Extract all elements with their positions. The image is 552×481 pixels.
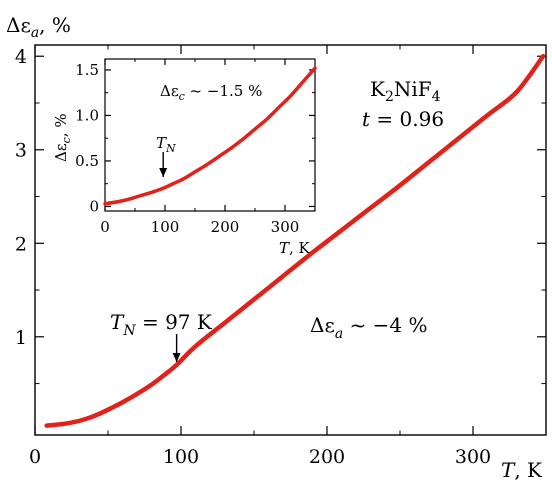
x-tick-label: 300: [271, 218, 300, 236]
x-tick-label: 100: [163, 446, 199, 468]
neel-temperature-label: TN = 97 K: [110, 310, 213, 339]
y-tick-label: 0.5: [75, 152, 99, 170]
inset-chart: 0 100 200 300 0 0.5 1.0 1.5 Δεc, % T, K Δεc ~ …: [52, 58, 317, 257]
main-plot-frame: [34, 44, 547, 436]
main-y-axis-title: Δεa, %: [6, 13, 71, 41]
x-tick-label: 200: [211, 218, 240, 236]
y-tick-label: 2: [15, 233, 27, 255]
y-tick-label: 1.0: [75, 106, 99, 124]
inset-series-line: [103, 66, 317, 206]
y-tick-label: 3: [15, 140, 27, 162]
x-tick-label: 0: [100, 218, 110, 236]
inset-neel-arrow: [159, 152, 168, 177]
x-tick-label: 300: [455, 446, 491, 468]
y-tick-label: 1: [15, 327, 27, 349]
y-tick-label: 0: [89, 197, 99, 215]
main-series-line: [44, 53, 546, 428]
x-tick-label: 200: [309, 446, 345, 468]
main-delta-label: Δεa ~ −4 %: [310, 313, 428, 342]
compound-label: K2NiF4: [370, 77, 441, 105]
inset-y-axis-title: Δεc, %: [52, 113, 73, 162]
arrow-head: [159, 168, 168, 177]
inset-x-axis-title: T, K: [279, 239, 311, 257]
main-y-ticks: 1 2 3 4: [15, 46, 546, 385]
neel-temperature-arrow: [172, 334, 181, 362]
inset-delta-label: Δεc ~ −1.5 %: [160, 82, 262, 103]
y-tick-label: 1.5: [75, 61, 99, 79]
inset-background: [105, 59, 315, 211]
inset-neel-label: TN: [156, 134, 176, 155]
main-x-ticks: 0 100 200 300: [29, 45, 491, 468]
y-tick-label: 4: [15, 46, 27, 68]
inset-plot-frame: [104, 58, 316, 212]
tolerance-factor-label: t = 0.96: [362, 107, 444, 131]
main-x-axis-title: T, K: [501, 458, 543, 481]
inset-x-ticks: 0 100 200 300: [100, 59, 299, 236]
x-tick-label: 0: [29, 446, 41, 468]
main-chart: 0 100 200 300 1 2 3 4 Δεa, % T, K K2NiF4 t = 0…: [6, 13, 547, 481]
inset-y-ticks: 0 0.5 1.0 1.5: [75, 61, 315, 215]
x-tick-label: 100: [151, 218, 180, 236]
arrow-head: [172, 353, 181, 362]
